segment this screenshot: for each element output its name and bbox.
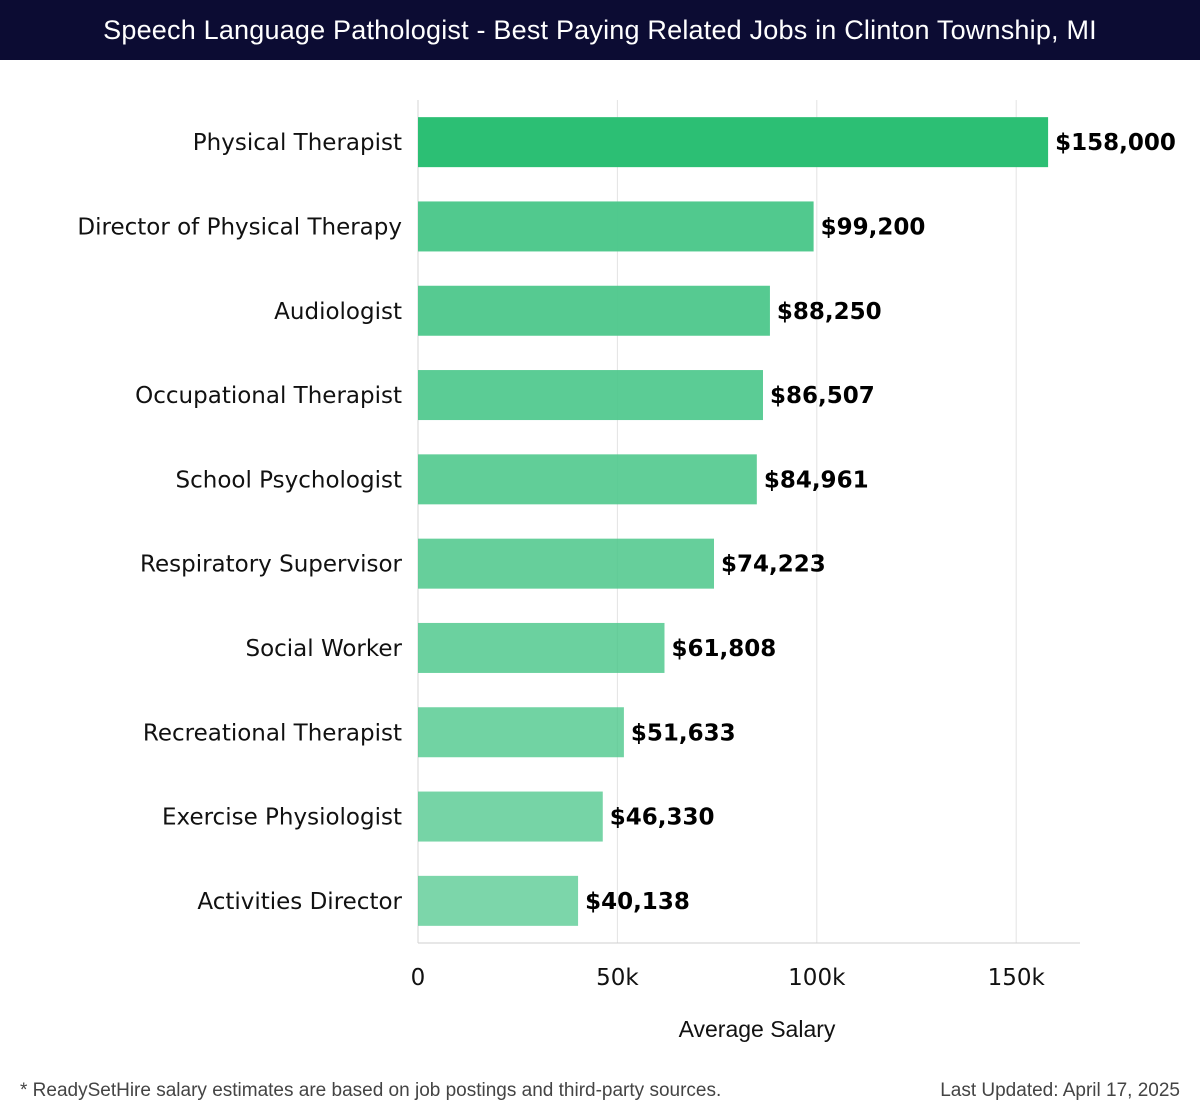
- bar: [418, 285, 770, 336]
- value-label: $51,633: [631, 720, 736, 746]
- category-label: Activities Director: [197, 889, 402, 915]
- category-label: Occupational Therapist: [135, 383, 402, 409]
- x-tick-label: 150k: [988, 965, 1046, 991]
- x-tick-label: 100k: [788, 965, 846, 991]
- bar: [418, 454, 757, 505]
- chart-header: Speech Language Pathologist - Best Payin…: [0, 0, 1200, 60]
- value-label: $40,138: [585, 889, 690, 915]
- category-label: Social Worker: [245, 636, 402, 662]
- bar: [418, 707, 624, 758]
- bar: [418, 538, 714, 589]
- x-tick-label: 0: [411, 965, 426, 991]
- bar: [418, 875, 579, 926]
- value-label: $99,200: [821, 214, 926, 240]
- category-label: Exercise Physiologist: [162, 805, 402, 831]
- category-label: Physical Therapist: [193, 130, 402, 156]
- value-label: $46,330: [610, 805, 715, 831]
- value-label: $61,808: [671, 636, 776, 662]
- bar-chart: 0 50k 100k 150k Physical Therapist $158,000 Di…: [77, 100, 1176, 1042]
- value-label: $74,223: [721, 552, 826, 578]
- value-label: $158,000: [1055, 130, 1176, 156]
- footnote: * ReadySetHire salary estimates are base…: [20, 1080, 722, 1101]
- x-tick-label: 50k: [596, 965, 639, 991]
- value-label: $88,250: [777, 299, 882, 325]
- bar: [418, 201, 814, 252]
- value-label: $86,507: [770, 383, 875, 409]
- bar: [418, 622, 665, 673]
- category-label: School Psychologist: [176, 467, 402, 493]
- bar: [418, 791, 603, 842]
- x-axis-title: Average Salary: [679, 1016, 836, 1042]
- chart-title: Speech Language Pathologist - Best Payin…: [103, 14, 1097, 45]
- bar: [418, 117, 1049, 168]
- category-label: Audiologist: [274, 299, 402, 325]
- category-label: Recreational Therapist: [143, 720, 402, 746]
- value-label: $84,961: [764, 467, 869, 493]
- category-label: Respiratory Supervisor: [140, 552, 403, 578]
- category-label: Director of Physical Therapy: [77, 214, 402, 240]
- last-updated: Last Updated: April 17, 2025: [940, 1080, 1180, 1101]
- bar: [418, 370, 763, 421]
